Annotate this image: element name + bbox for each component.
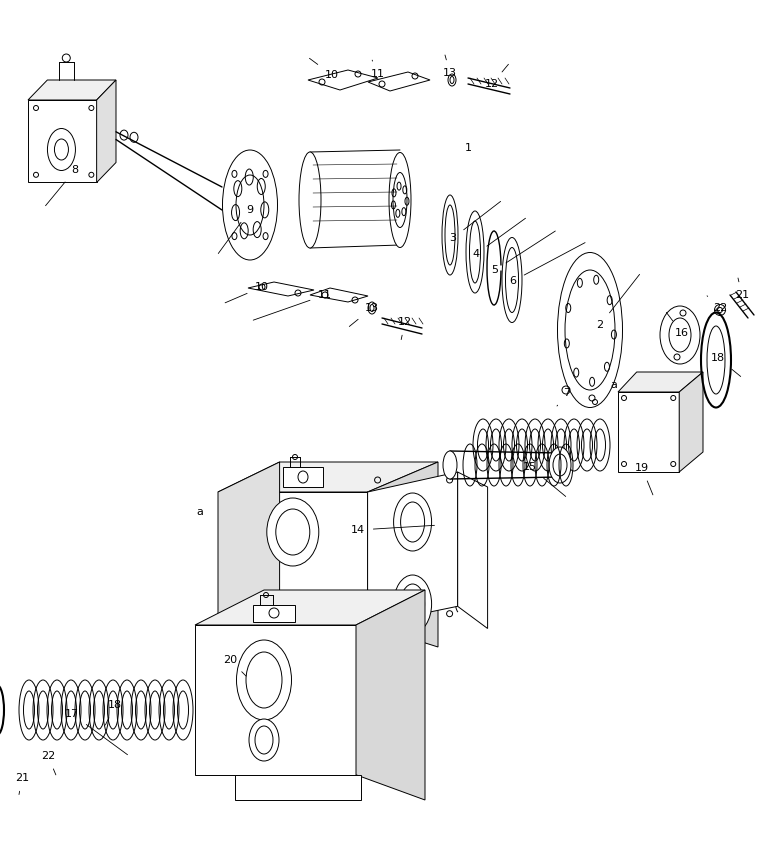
Ellipse shape	[502, 237, 522, 323]
Polygon shape	[458, 472, 487, 628]
Polygon shape	[195, 590, 425, 625]
Ellipse shape	[393, 575, 431, 633]
Ellipse shape	[48, 129, 76, 171]
Text: 6: 6	[509, 243, 585, 286]
Ellipse shape	[393, 173, 407, 228]
Text: 1: 1	[465, 143, 471, 153]
Text: 10: 10	[225, 282, 269, 303]
Polygon shape	[283, 467, 323, 487]
Text: 5: 5	[491, 231, 556, 275]
Polygon shape	[28, 80, 116, 100]
Polygon shape	[356, 590, 425, 800]
Polygon shape	[679, 372, 703, 472]
Polygon shape	[235, 775, 362, 800]
Ellipse shape	[267, 498, 319, 566]
Polygon shape	[195, 625, 356, 775]
Ellipse shape	[223, 150, 277, 260]
Ellipse shape	[255, 726, 273, 754]
Text: 18: 18	[105, 700, 122, 725]
Polygon shape	[368, 472, 458, 625]
Ellipse shape	[276, 509, 310, 555]
Polygon shape	[28, 100, 96, 182]
Text: 21: 21	[15, 773, 29, 795]
Text: 12: 12	[485, 64, 509, 89]
Text: a: a	[196, 507, 203, 517]
Text: 22: 22	[41, 751, 56, 775]
Text: 21: 21	[735, 278, 749, 300]
Ellipse shape	[549, 447, 571, 483]
Text: a: a	[610, 380, 618, 390]
Ellipse shape	[466, 211, 484, 293]
Polygon shape	[618, 372, 703, 392]
Polygon shape	[308, 70, 378, 90]
Text: 9: 9	[218, 205, 254, 254]
Text: 20: 20	[223, 655, 246, 676]
Ellipse shape	[55, 139, 68, 160]
Polygon shape	[218, 492, 368, 625]
Ellipse shape	[445, 205, 455, 265]
Ellipse shape	[400, 502, 424, 542]
Ellipse shape	[393, 493, 431, 551]
Text: 14: 14	[351, 525, 434, 535]
Text: 17: 17	[65, 709, 127, 755]
Ellipse shape	[236, 175, 264, 235]
Ellipse shape	[443, 451, 457, 479]
Polygon shape	[253, 605, 295, 622]
Text: 13: 13	[349, 303, 379, 326]
Polygon shape	[368, 72, 430, 91]
Text: 18: 18	[711, 353, 741, 376]
Text: 16: 16	[666, 312, 689, 338]
Text: 13: 13	[443, 55, 457, 78]
Ellipse shape	[506, 248, 518, 312]
Ellipse shape	[299, 152, 321, 248]
Polygon shape	[218, 462, 280, 647]
Text: 3: 3	[449, 201, 500, 243]
Polygon shape	[310, 288, 368, 302]
Text: 19: 19	[635, 463, 653, 494]
Ellipse shape	[565, 270, 615, 390]
Polygon shape	[218, 462, 438, 492]
Polygon shape	[96, 80, 116, 182]
Ellipse shape	[249, 719, 279, 761]
Ellipse shape	[469, 221, 481, 283]
Ellipse shape	[246, 652, 282, 708]
Ellipse shape	[389, 153, 411, 248]
Text: 8: 8	[45, 165, 79, 205]
Text: 15: 15	[523, 462, 565, 496]
Polygon shape	[248, 282, 314, 296]
Text: 22: 22	[707, 296, 727, 313]
Ellipse shape	[236, 640, 292, 720]
Polygon shape	[368, 462, 438, 647]
Text: 11: 11	[371, 60, 385, 79]
Text: 4: 4	[472, 218, 525, 259]
Ellipse shape	[553, 454, 567, 476]
Ellipse shape	[442, 195, 458, 275]
Text: 10: 10	[309, 59, 339, 80]
Ellipse shape	[400, 584, 424, 624]
Text: 11: 11	[253, 290, 332, 320]
Text: 2: 2	[597, 274, 640, 330]
Text: 7: 7	[557, 388, 571, 406]
Ellipse shape	[557, 253, 622, 407]
Text: 12: 12	[398, 317, 412, 339]
Polygon shape	[618, 392, 679, 472]
